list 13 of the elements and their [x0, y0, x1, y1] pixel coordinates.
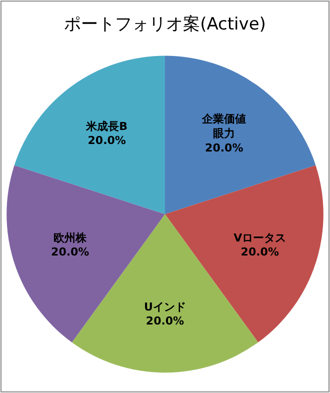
- pie-slice: [14, 56, 165, 214]
- slice-label: Vロータス: [234, 231, 286, 244]
- slice-label: 企業価値眼力: [201, 112, 246, 140]
- data-label: 20.0%: [205, 141, 244, 154]
- data-label: 20.0%: [51, 246, 90, 259]
- data-label: 20.0%: [146, 314, 184, 328]
- slice-label: Uインド: [144, 300, 186, 314]
- chart-title: ポートフォリオ案(Active): [64, 14, 266, 35]
- pie-slice: [165, 56, 316, 214]
- data-label: 20.0%: [88, 134, 126, 148]
- slice-label: 米成長B: [85, 120, 128, 133]
- data-label: 20.0%: [240, 246, 279, 259]
- slice-label: 欧州株: [54, 231, 88, 244]
